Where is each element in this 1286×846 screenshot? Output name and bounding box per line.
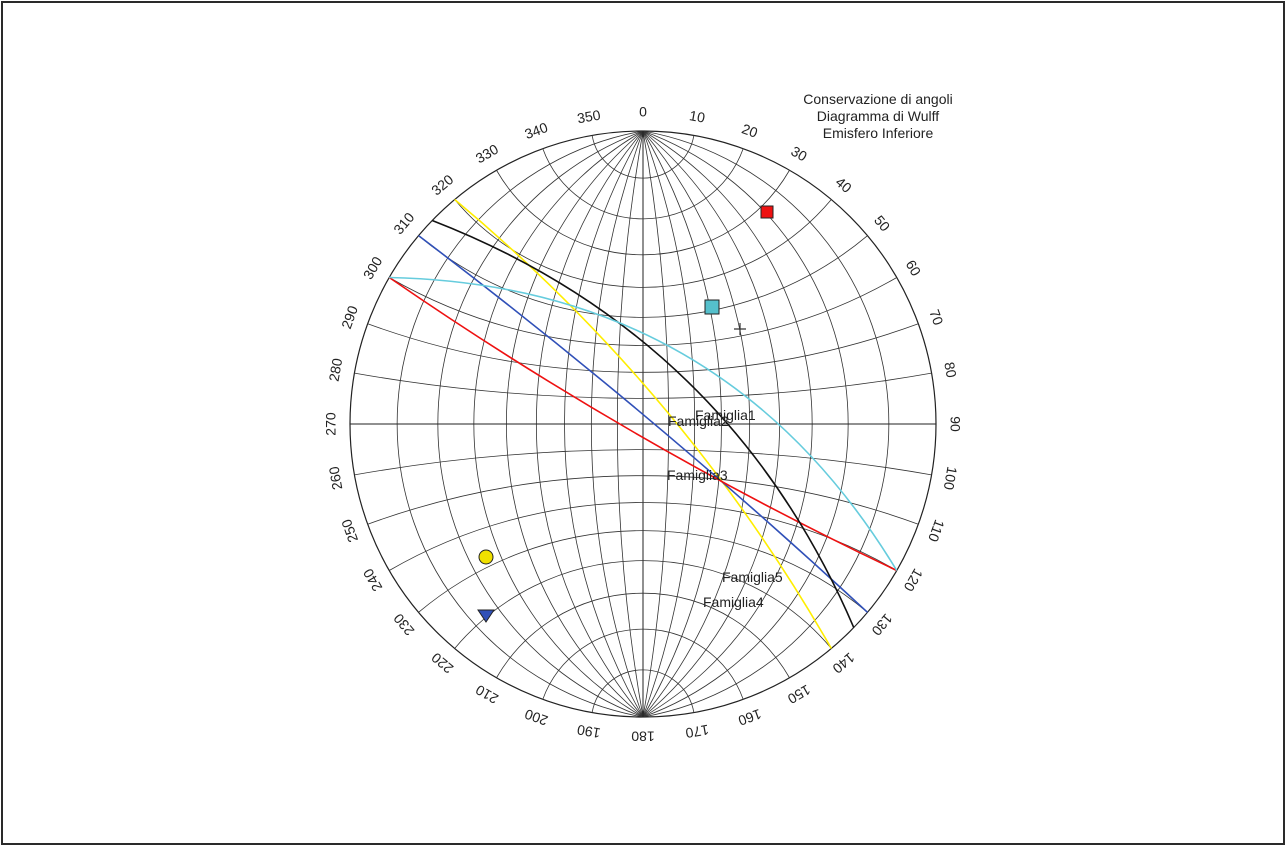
parallel-arc	[354, 449, 932, 476]
parallel-arc	[591, 135, 695, 179]
azimuth-label: 200	[522, 706, 550, 729]
title-line-1: Conservazione di angoli	[803, 91, 953, 107]
azimuth-label: 230	[390, 610, 417, 638]
parallel-arc	[389, 277, 897, 346]
azimuth-label: 310	[390, 209, 417, 237]
azimuth-label: 300	[360, 254, 386, 282]
great-circle-families	[388, 198, 898, 649]
azimuth-label: 170	[684, 722, 710, 742]
azimuth-label: 90	[947, 416, 963, 432]
parallel-arc	[496, 592, 790, 678]
title-line-3: Emisfero Inferiore	[822, 125, 934, 141]
pole-markers	[477, 205, 774, 623]
azimuth-label: 210	[473, 682, 501, 708]
pole-circle	[478, 549, 494, 565]
parallel-arc	[591, 669, 695, 713]
parallel-arc	[418, 530, 868, 613]
azimuth-label: 320	[428, 171, 456, 198]
family-label: Famiglia5	[722, 569, 783, 585]
title-line-2: Diagramma di Wulff	[816, 108, 940, 124]
azimuth-label: 180	[631, 728, 655, 744]
parallel-arc	[354, 372, 932, 399]
azimuth-label: 140	[829, 650, 857, 677]
azimuth-label: 190	[576, 722, 602, 742]
azimuth-label: 70	[926, 307, 946, 327]
parallel-arc	[496, 170, 790, 256]
parallel-arc	[418, 235, 868, 318]
great-circle-famiglia-5	[389, 276, 898, 571]
family-label: Famiglia4	[703, 594, 764, 610]
azimuth-label: 0	[639, 104, 647, 120]
great-circle-famiglia-4	[431, 219, 855, 628]
great-circle-famiglia-3	[388, 276, 898, 572]
azimuth-label: 290	[338, 303, 361, 331]
azimuth-label: 340	[522, 119, 550, 142]
stereonet-grid	[349, 130, 937, 718]
azimuth-label: 20	[740, 120, 760, 140]
azimuth-label: 270	[323, 412, 339, 436]
family-label: Famiglia3	[667, 467, 728, 483]
azimuth-label: 30	[788, 143, 810, 165]
azimuth-label: 220	[428, 649, 456, 676]
family-label: Famiglia2	[668, 413, 729, 429]
pole-cross	[734, 323, 746, 335]
pole-triangle	[477, 609, 495, 623]
azimuth-label: 160	[736, 706, 764, 729]
parallel-arc	[367, 475, 919, 525]
azimuth-label: 130	[868, 611, 895, 639]
parallel-arc	[542, 148, 744, 220]
azimuth-label: 120	[901, 566, 927, 594]
azimuth-label: 330	[473, 141, 501, 167]
parallel-arc	[367, 323, 919, 373]
azimuth-label: 10	[688, 107, 706, 125]
parallel-arc	[454, 560, 832, 649]
azimuth-label: 110	[925, 518, 948, 545]
pole-square	[760, 205, 774, 219]
azimuth-label: 40	[833, 174, 855, 196]
great-circle-famiglia-1	[454, 198, 833, 649]
azimuth-label: 350	[576, 107, 602, 127]
azimuth-label: 100	[941, 465, 961, 491]
parallel-arc	[454, 199, 832, 288]
diagram-title: Conservazione di angoli Diagramma di Wul…	[780, 91, 976, 142]
azimuth-label: 150	[785, 682, 813, 708]
azimuth-label: 250	[338, 517, 361, 545]
family-label: Famiglia1	[695, 407, 756, 423]
azimuth-label: 260	[326, 465, 346, 491]
azimuth-label: 280	[326, 357, 346, 383]
azimuth-label: 80	[941, 361, 959, 379]
pole-square	[704, 299, 720, 315]
azimuth-label: 60	[903, 257, 925, 279]
azimuth-label: 240	[360, 566, 386, 594]
azimuth-label: 50	[871, 212, 893, 234]
parallel-arc	[542, 628, 744, 700]
